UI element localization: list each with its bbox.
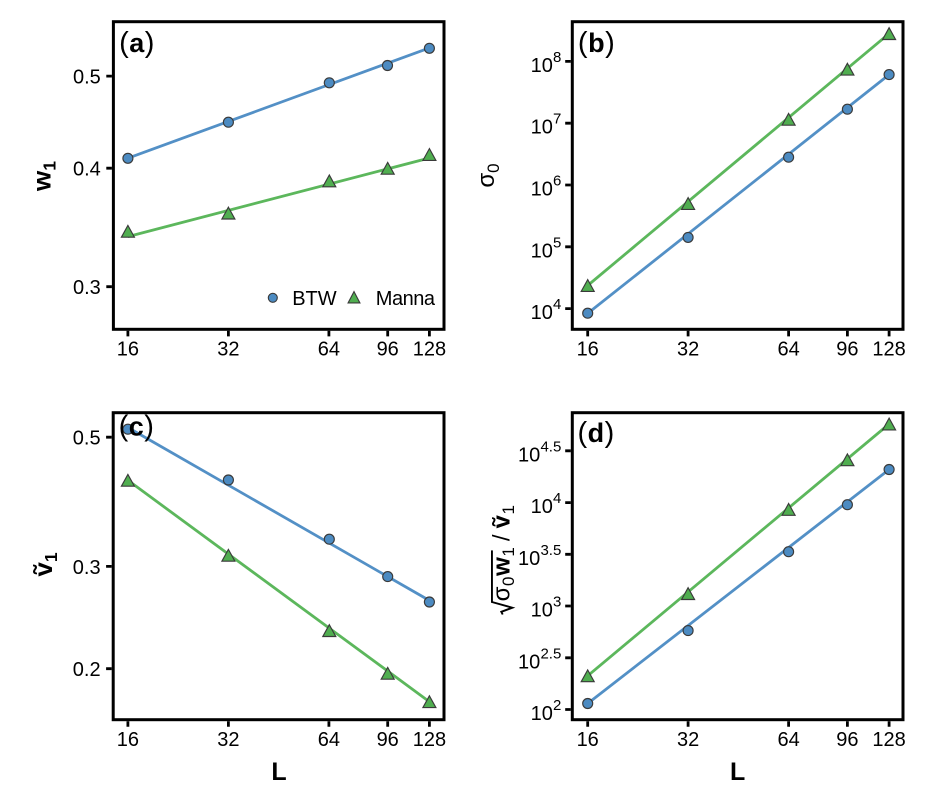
svg-text:64: 64 <box>777 339 799 361</box>
svg-text:2.5: 2.5 <box>540 645 561 662</box>
svg-text:(b): (b) <box>578 27 615 59</box>
svg-text:16: 16 <box>577 339 599 361</box>
svg-text:4.5: 4.5 <box>540 438 561 455</box>
svg-text:6: 6 <box>553 173 561 190</box>
svg-text:10: 10 <box>531 703 553 725</box>
svg-text:10: 10 <box>518 548 540 570</box>
svg-text:8: 8 <box>553 49 561 66</box>
svg-text:96: 96 <box>377 339 399 361</box>
svg-text:0.3: 0.3 <box>73 277 101 299</box>
svg-text:128: 128 <box>413 339 446 361</box>
svg-text:(d): (d) <box>578 417 615 449</box>
svg-text:4: 4 <box>553 296 561 313</box>
svg-text:32: 32 <box>677 339 699 361</box>
svg-text:32: 32 <box>217 339 239 361</box>
svg-text:64: 64 <box>318 729 340 751</box>
svg-text:4: 4 <box>553 490 561 507</box>
svg-text:16: 16 <box>577 729 599 751</box>
svg-text:5: 5 <box>553 234 561 251</box>
svg-text:10: 10 <box>531 179 553 201</box>
svg-text:Manna: Manna <box>376 288 436 310</box>
svg-text:96: 96 <box>836 339 858 361</box>
svg-text:0.5: 0.5 <box>73 428 101 450</box>
svg-text:σ0w1 / ṽ1: σ0w1 / ṽ1 <box>489 504 519 601</box>
svg-text:10: 10 <box>518 444 540 466</box>
svg-text:128: 128 <box>872 729 905 751</box>
svg-text:10: 10 <box>531 600 553 622</box>
svg-text:3: 3 <box>553 594 561 611</box>
svg-text:0.5: 0.5 <box>73 67 101 89</box>
svg-text:2: 2 <box>553 697 561 714</box>
svg-text:10: 10 <box>531 240 553 262</box>
svg-text:128: 128 <box>872 339 905 361</box>
svg-text:L: L <box>730 758 745 786</box>
svg-text:96: 96 <box>836 729 858 751</box>
svg-text:16: 16 <box>117 729 139 751</box>
svg-text:0.3: 0.3 <box>73 557 101 579</box>
svg-text:10: 10 <box>531 117 553 139</box>
svg-text:7: 7 <box>553 111 561 128</box>
svg-text:(c): (c) <box>119 411 155 443</box>
svg-text:0.4: 0.4 <box>73 159 101 181</box>
svg-text:BTW: BTW <box>292 288 337 310</box>
svg-text:96: 96 <box>377 729 399 751</box>
svg-text:10: 10 <box>531 55 553 77</box>
svg-text:(a): (a) <box>119 27 155 59</box>
svg-text:64: 64 <box>318 339 340 361</box>
svg-text:16: 16 <box>117 339 139 361</box>
svg-text:L: L <box>271 758 286 786</box>
svg-text:0.2: 0.2 <box>73 659 101 681</box>
svg-text:10: 10 <box>518 651 540 673</box>
svg-text:32: 32 <box>217 729 239 751</box>
svg-text:64: 64 <box>777 729 799 751</box>
svg-text:3.5: 3.5 <box>540 542 561 559</box>
svg-text:128: 128 <box>413 729 446 751</box>
svg-text:10: 10 <box>531 496 553 518</box>
svg-text:32: 32 <box>677 729 699 751</box>
svg-text:10: 10 <box>531 302 553 324</box>
